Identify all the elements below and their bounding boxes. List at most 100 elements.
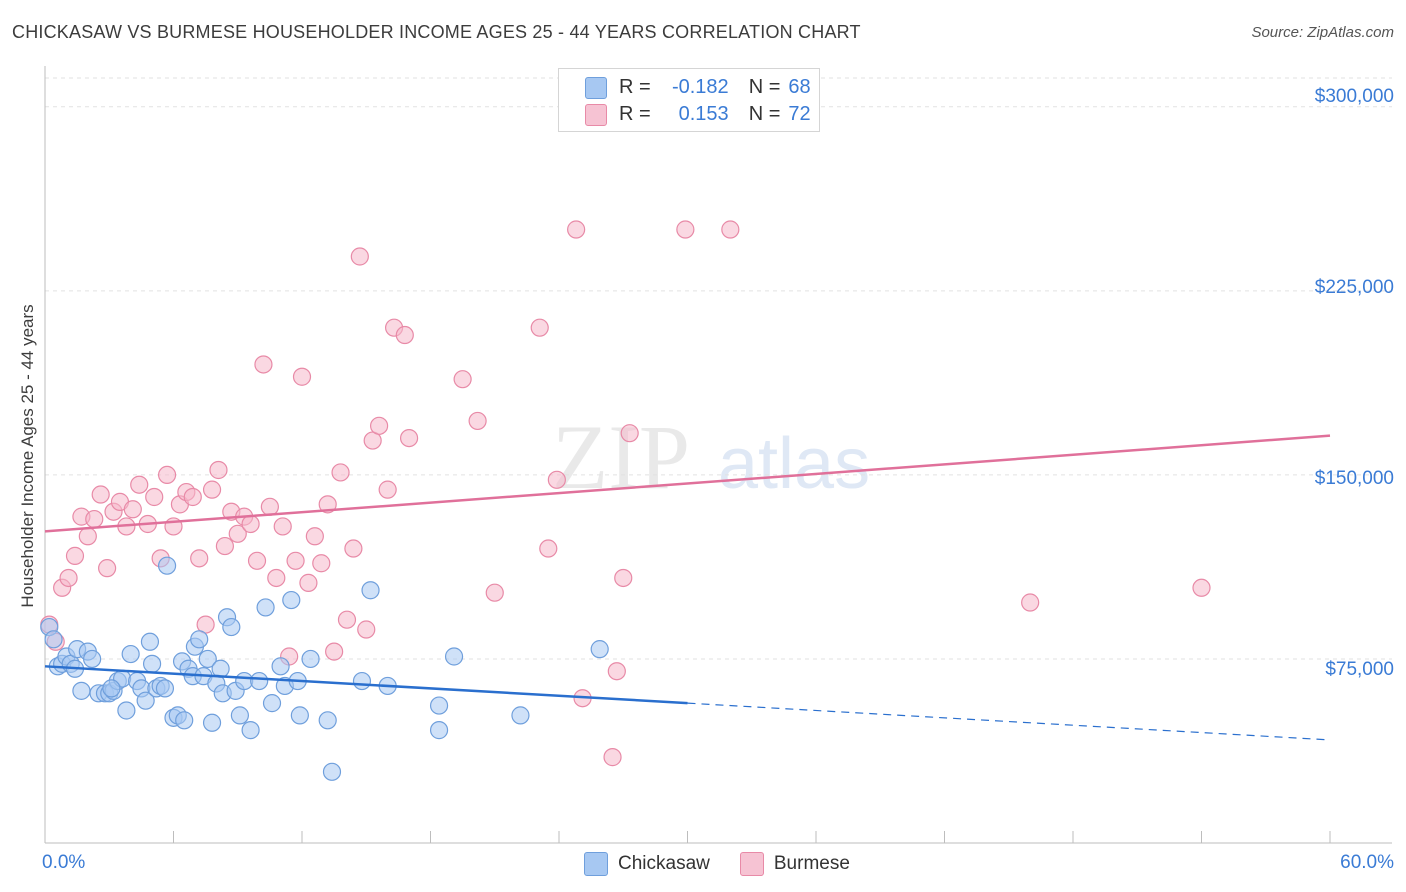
x-tick-label-max: 60.0%	[1340, 852, 1394, 873]
chickasaw-point	[429, 721, 449, 740]
watermark: ZIP atlas	[552, 406, 870, 508]
chickasaw-legend-swatch	[584, 852, 608, 876]
burmese-point	[286, 551, 305, 570]
r-value: 0.153	[678, 103, 729, 125]
burmese-point	[145, 487, 164, 507]
chickasaw-point	[590, 640, 609, 659]
burmese-point	[539, 539, 558, 558]
chickasaw-point	[429, 696, 449, 715]
burmese-point	[485, 583, 504, 602]
burmese-point	[190, 549, 209, 568]
burmese-point	[312, 554, 331, 573]
burmese-legend-swatch	[739, 852, 764, 876]
burmese-point	[567, 220, 586, 239]
y-tick-label: $225,000	[1314, 277, 1394, 298]
burmese-point	[254, 355, 273, 374]
y-tick-label: $75,000	[1325, 659, 1394, 680]
burmese-point	[157, 465, 177, 485]
burmese-point	[65, 546, 85, 565]
chickasaw-point	[140, 632, 160, 651]
chickasaw-point	[157, 556, 177, 575]
burmese-point	[273, 517, 292, 536]
chickasaw-swatch	[585, 76, 607, 99]
chickasaw-point	[202, 713, 222, 732]
burmese-point	[357, 620, 376, 639]
burmese-point	[325, 642, 344, 661]
source-label: Source: ZipAtlas.com	[1251, 24, 1394, 41]
burmese-point	[241, 514, 260, 534]
n-value: 68	[788, 76, 811, 98]
burmese-points	[40, 220, 1211, 767]
trendlines	[44, 434, 1331, 741]
burmese-point	[130, 475, 149, 494]
burmese-point	[215, 536, 234, 556]
chickasaw-point	[121, 644, 140, 664]
burmese-point	[547, 470, 566, 489]
burmese-point	[331, 463, 350, 482]
burmese-point	[299, 573, 318, 592]
chickasaw-point	[352, 671, 372, 691]
burmese-point	[468, 411, 487, 431]
burmese-point	[676, 220, 695, 239]
burmese-point	[209, 460, 228, 480]
y-axis-label: Householder Income Ages 25 - 44 years	[18, 304, 37, 608]
burmese-point	[183, 487, 202, 507]
burmese-swatch	[585, 103, 607, 126]
burmese-point	[453, 370, 472, 389]
burmese-point	[620, 424, 639, 443]
chickasaw-points	[40, 556, 609, 781]
chickasaw-point	[142, 654, 162, 673]
burmese-point	[399, 428, 419, 448]
y-tick-label: $150,000	[1314, 468, 1394, 489]
chickasaw-trendline-extension	[687, 702, 1331, 741]
chickasaw-point	[241, 721, 260, 740]
legend-row-chickasaw: R = -0.182 N = 68	[585, 76, 811, 99]
chickasaw-point	[262, 694, 282, 713]
chart-title: CHICKASAW VS BURMESE HOUSEHOLDER INCOME …	[12, 22, 861, 42]
burmese-point	[260, 497, 279, 516]
chickasaw-point	[117, 701, 136, 720]
burmese-point	[1192, 578, 1211, 597]
burmese-point	[202, 480, 222, 499]
n-value: 72	[788, 103, 811, 125]
chickasaw-point	[318, 711, 337, 730]
chickasaw-point	[290, 706, 309, 725]
correlation-legend: R = -0.182 N = 68 R = 0.153 N = 72	[558, 68, 820, 132]
burmese-point	[292, 367, 312, 386]
r-label: R =	[619, 103, 651, 125]
burmese-point	[85, 509, 104, 529]
x-tick-label-min: 0.0%	[42, 852, 86, 873]
burmese-point	[344, 539, 363, 558]
burmese-point	[98, 559, 117, 578]
chickasaw-point	[190, 630, 209, 649]
chickasaw-point	[444, 647, 464, 666]
chickasaw-point	[230, 706, 249, 725]
chickasaw-point	[322, 762, 342, 781]
burmese-point	[247, 551, 267, 570]
chickasaw-point	[256, 598, 275, 617]
chickasaw-point	[211, 659, 230, 678]
burmese-point	[607, 662, 626, 681]
burmese-point	[530, 318, 549, 337]
chickasaw-point	[136, 691, 155, 710]
burmese-point	[318, 495, 337, 514]
chickasaw-point	[155, 679, 175, 698]
chickasaw-legend-label: Chickasaw	[618, 853, 710, 874]
burmese-point	[228, 524, 247, 543]
series-legend: Chickasaw Burmese	[584, 852, 850, 876]
r-value: -0.182	[671, 76, 729, 98]
r-label: R =	[619, 76, 651, 98]
chickasaw-point	[271, 657, 290, 676]
burmese-point	[395, 325, 414, 345]
burmese-point	[59, 568, 78, 588]
burmese-point	[1021, 593, 1040, 612]
burmese-point	[305, 527, 324, 546]
burmese-point	[721, 220, 740, 239]
chickasaw-point	[301, 649, 320, 669]
legend-row-burmese: R = 0.153 N = 72	[585, 103, 811, 126]
chickasaw-point	[282, 590, 301, 610]
axes	[44, 66, 1392, 844]
chickasaw-trendline	[44, 665, 688, 705]
burmese-point	[123, 500, 142, 519]
